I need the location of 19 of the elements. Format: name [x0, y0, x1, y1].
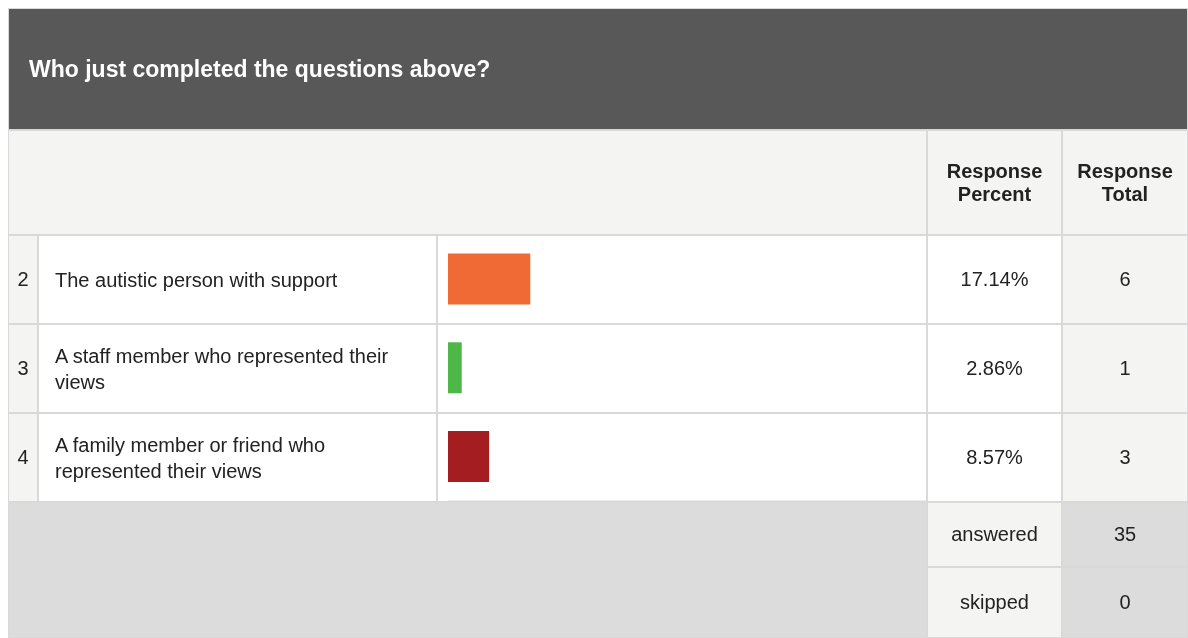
text: 3	[8, 324, 38, 413]
text: answered	[927, 502, 1062, 567]
text: Response Total	[1062, 130, 1188, 235]
data-label: 8.57%	[927, 413, 1062, 502]
data-label: 17.14%	[927, 235, 1062, 324]
y-tick-label: A family member or friend who represented their views	[38, 413, 437, 502]
text: 3	[1062, 413, 1188, 502]
text: 1	[1062, 324, 1188, 413]
text: 0	[1062, 567, 1188, 638]
text: skipped	[927, 567, 1062, 638]
text: 2	[8, 235, 38, 324]
text: 4	[8, 413, 38, 502]
text: Who just completed the questions above?	[8, 8, 1188, 130]
text: 35	[1062, 502, 1188, 567]
text: 6	[1062, 235, 1188, 324]
text: Response Percent	[927, 130, 1062, 235]
data-label: 2.86%	[927, 324, 1062, 413]
y-tick-label: A staff member who represented their views	[38, 324, 437, 413]
y-tick-label: The autistic person with support	[38, 235, 437, 324]
